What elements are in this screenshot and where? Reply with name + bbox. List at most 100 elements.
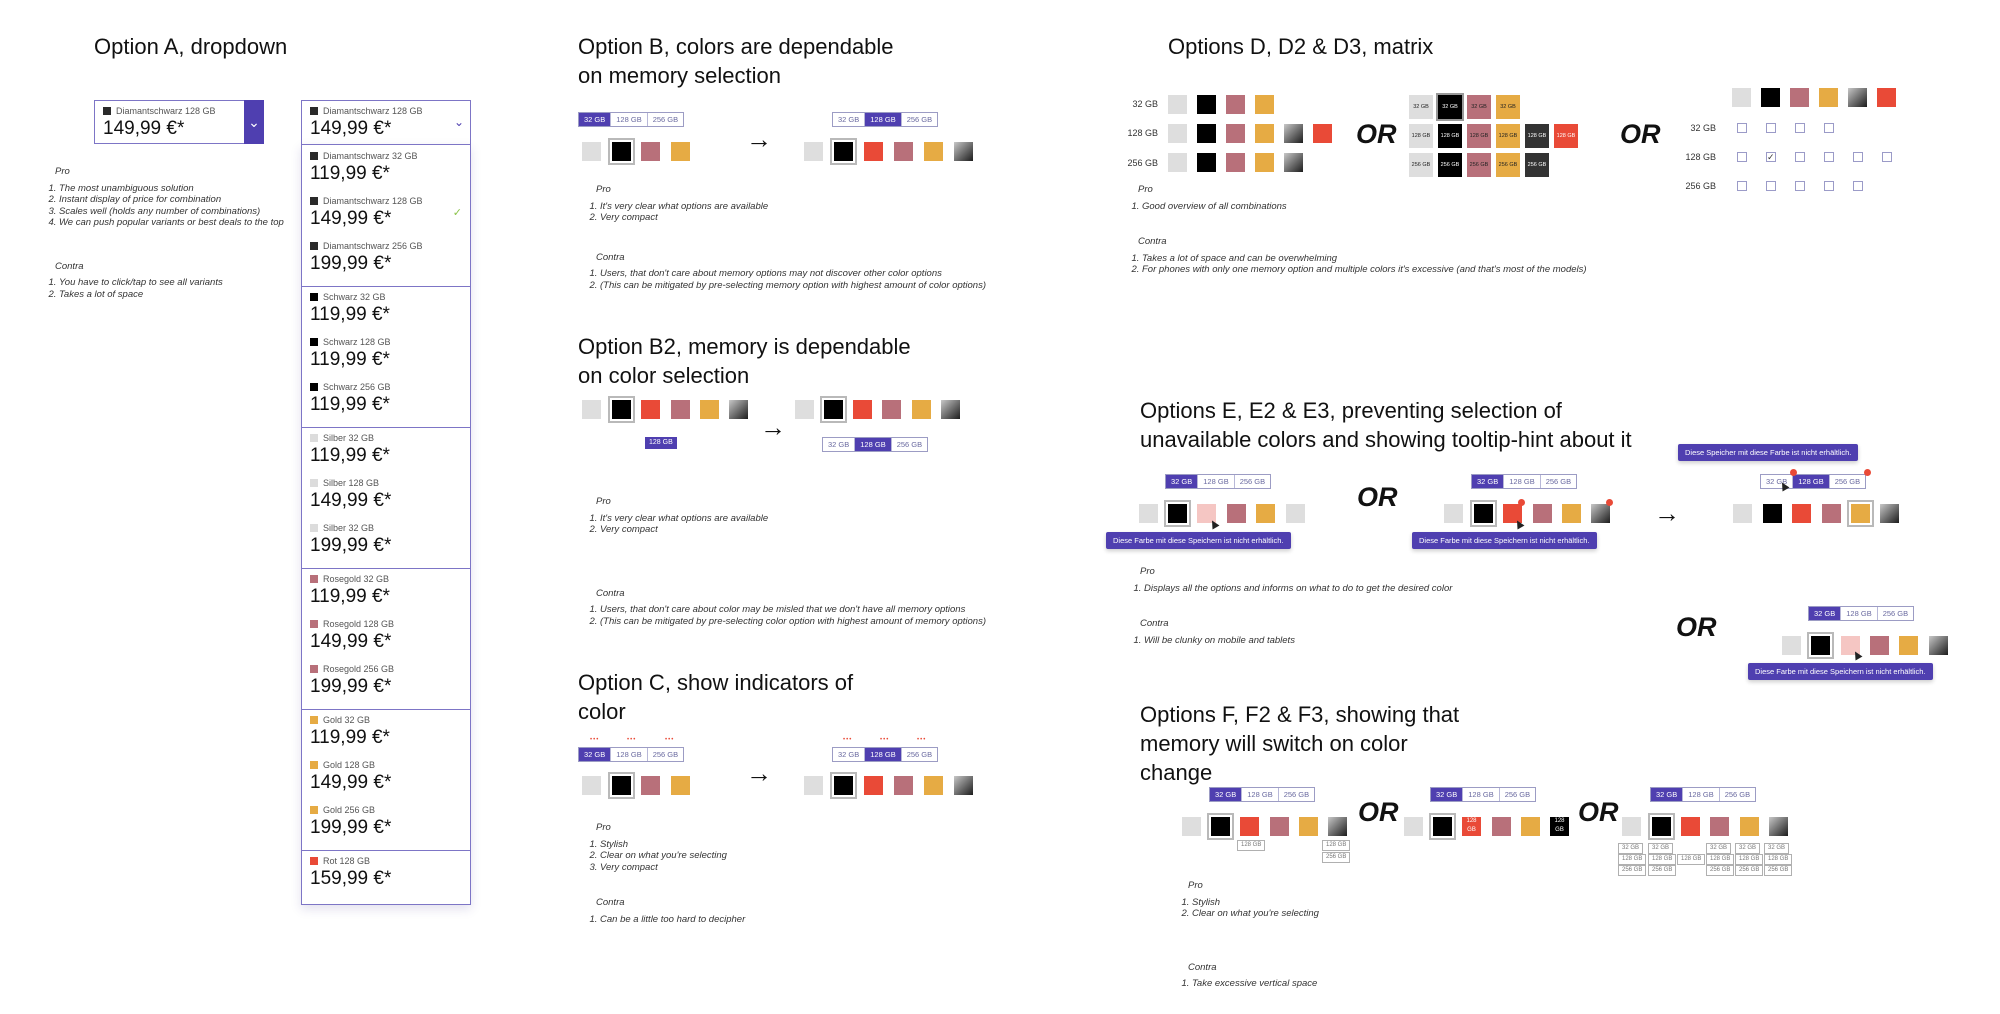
- matrix-checkbox[interactable]: ✓: [1766, 152, 1776, 162]
- swatch[interactable]: [1648, 813, 1675, 840]
- swatch[interactable]: [864, 776, 883, 795]
- matrix-cell[interactable]: 128 GB: [1438, 124, 1462, 148]
- swatch[interactable]: [1207, 813, 1234, 840]
- matrix-checkbox[interactable]: [1795, 152, 1805, 162]
- swatch[interactable]: [1880, 504, 1899, 523]
- matrix-cell[interactable]: 32 GB: [1496, 95, 1520, 119]
- matrix-cell[interactable]: 128 GB: [1554, 124, 1578, 148]
- matrix-cell[interactable]: 256 GB: [1467, 153, 1491, 177]
- matrix-cell[interactable]: 128 GB: [1409, 124, 1433, 148]
- swatch[interactable]: [582, 142, 601, 161]
- memory-option[interactable]: 128 GB: [1841, 607, 1878, 620]
- matrix-swatch[interactable]: [1226, 153, 1245, 172]
- memory-option[interactable]: 256 GB: [896, 440, 923, 449]
- memory-option[interactable]: 32 GB: [1472, 475, 1505, 488]
- dropdown-option[interactable]: Gold 32 GB 119,99 €*: [310, 715, 462, 749]
- swatch[interactable]: [941, 400, 960, 419]
- swatch[interactable]: [1470, 500, 1497, 527]
- dropdown-list[interactable]: Diamantschwarz 32 GB 119,99 €* Diamantschw…: [301, 144, 471, 905]
- swatch[interactable]: [894, 776, 913, 795]
- matrix-swatch[interactable]: [1226, 124, 1245, 143]
- swatch[interactable]: [1870, 636, 1889, 655]
- swatch[interactable]: [671, 400, 690, 419]
- memory-selector[interactable]: 32 GB 128 GB 256 GB: [832, 112, 939, 127]
- swatch[interactable]: [1270, 817, 1289, 836]
- dropdown-option[interactable]: Rosegold 128 GB 149,99 €*: [310, 619, 462, 653]
- memory-selector[interactable]: 32 GB 128 GB 256 GB: [832, 747, 939, 762]
- memory-option[interactable]: 32 GB: [823, 438, 856, 451]
- memory-option[interactable]: 32 GB: [833, 748, 866, 761]
- swatch[interactable]: [641, 142, 660, 161]
- dropdown-option[interactable]: Silber 32 GB 119,99 €*: [310, 433, 462, 467]
- swatch[interactable]: [864, 142, 883, 161]
- matrix-checkbox[interactable]: [1766, 181, 1776, 191]
- matrix-checkbox[interactable]: [1853, 152, 1863, 162]
- swatch[interactable]: [804, 776, 823, 795]
- swatch[interactable]: [1591, 504, 1610, 523]
- swatch[interactable]: [1681, 817, 1700, 836]
- dropdown-option[interactable]: Diamantschwarz 128 GB 149,99 €* ✓: [310, 196, 462, 230]
- matrix-swatch[interactable]: [1197, 124, 1216, 143]
- matrix-checkbox[interactable]: [1853, 181, 1863, 191]
- memory-selector[interactable]: 32 GB 128 GB 256 GB: [1430, 787, 1537, 802]
- matrix-swatch[interactable]: [1168, 153, 1187, 172]
- memory-option[interactable]: 32 GB: [1166, 475, 1199, 488]
- matrix-cell[interactable]: 256 GB: [1496, 153, 1520, 177]
- swatch-labeled[interactable]: 128 GB: [1550, 817, 1569, 836]
- matrix-swatch[interactable]: [1255, 95, 1274, 114]
- matrix-cell[interactable]: 128 GB: [1467, 124, 1491, 148]
- swatch[interactable]: [1533, 504, 1552, 523]
- matrix-swatch[interactable]: [1255, 153, 1274, 172]
- dropdown-open-header[interactable]: Diamantschwarz 128 GB 149,99 €* ⌄: [301, 100, 471, 144]
- swatch[interactable]: [641, 400, 660, 419]
- swatch[interactable]: [1622, 817, 1641, 836]
- dropdown-option[interactable]: Gold 128 GB 149,99 €*: [310, 760, 462, 794]
- swatch[interactable]: [954, 776, 973, 795]
- swatch[interactable]: [1769, 817, 1788, 836]
- memory-option[interactable]: 32 GB: [1761, 475, 1794, 488]
- matrix-checkbox[interactable]: [1795, 123, 1805, 133]
- memory-option[interactable]: 128 GB: [1463, 788, 1500, 801]
- memory-option[interactable]: 256 GB: [1239, 477, 1266, 486]
- memory-option[interactable]: 32 GB: [579, 113, 612, 126]
- swatch-unavailable[interactable]: [1503, 504, 1522, 523]
- dropdown-option[interactable]: Gold 256 GB 199,99 €*: [310, 805, 462, 839]
- matrix-checkbox[interactable]: [1737, 152, 1747, 162]
- swatch[interactable]: [1740, 817, 1759, 836]
- swatch-unavailable[interactable]: [1197, 504, 1216, 523]
- swatch[interactable]: [1807, 632, 1834, 659]
- swatch[interactable]: [804, 142, 823, 161]
- swatch[interactable]: [924, 776, 943, 795]
- memory-selector[interactable]: 32 GB 128 GB 256 GB: [1650, 787, 1757, 802]
- swatch[interactable]: [608, 396, 635, 423]
- swatch[interactable]: [1710, 817, 1729, 836]
- dropdown-option[interactable]: Silber 128 GB 149,99 €*: [310, 478, 462, 512]
- matrix-checkbox[interactable]: [1882, 152, 1892, 162]
- swatch[interactable]: [1139, 504, 1158, 523]
- swatch[interactable]: [608, 772, 635, 799]
- swatch[interactable]: [1429, 813, 1456, 840]
- memory-selector[interactable]: 32 GB 128 GB 256 GB: [1165, 474, 1272, 489]
- matrix-swatch[interactable]: [1168, 124, 1187, 143]
- swatch[interactable]: [820, 396, 847, 423]
- memory-option[interactable]: 32 GB: [1651, 788, 1684, 801]
- matrix-swatch[interactable]: [1197, 95, 1216, 114]
- dropdown-option[interactable]: Rosegold 256 GB 199,99 €*: [310, 664, 462, 698]
- memory-option[interactable]: 128 GB: [611, 113, 648, 126]
- swatch[interactable]: [1847, 500, 1874, 527]
- swatch[interactable]: [1733, 504, 1752, 523]
- memory-option[interactable]: 256 GB: [652, 750, 679, 759]
- swatch-labeled[interactable]: 128 GB: [1462, 817, 1481, 836]
- matrix-cell[interactable]: 128 GB: [1525, 124, 1549, 148]
- swatch[interactable]: [1929, 636, 1948, 655]
- swatch[interactable]: [1899, 636, 1918, 655]
- dropdown-option[interactable]: Schwarz 32 GB 119,99 €*: [310, 292, 462, 326]
- memory-selector[interactable]: 32 GB 128 GB 256 GB: [1471, 474, 1578, 489]
- swatch[interactable]: [641, 776, 660, 795]
- swatch[interactable]: [795, 400, 814, 419]
- matrix-swatch[interactable]: [1313, 124, 1332, 143]
- memory-option[interactable]: 128 GB: [1198, 475, 1235, 488]
- matrix-swatch[interactable]: [1284, 124, 1303, 143]
- memory-option[interactable]: 32 GB: [1431, 788, 1464, 801]
- memory-option[interactable]: 256 GB: [1834, 477, 1861, 486]
